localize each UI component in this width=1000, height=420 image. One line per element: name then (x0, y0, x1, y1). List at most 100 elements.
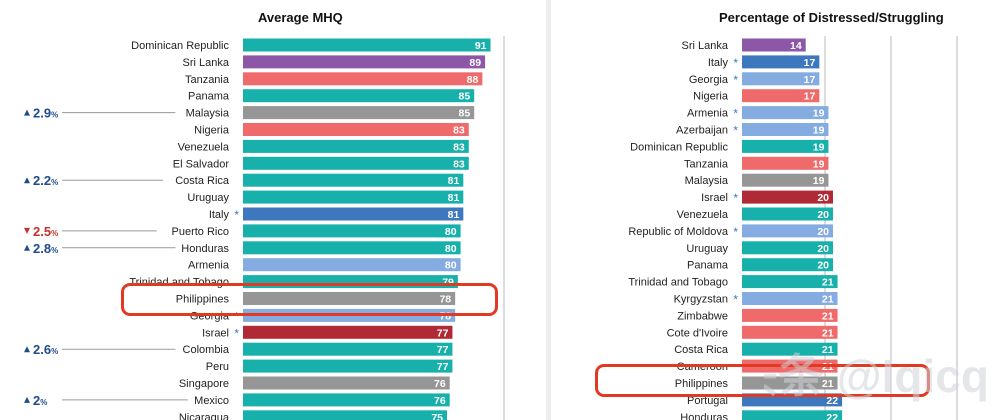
change-arrow-honduras (24, 244, 30, 251)
category-label-peru: Peru (206, 361, 229, 373)
right-chart-title: Percentage of Distressed/Struggling (719, 10, 944, 25)
change-value-colombia: 2.6% (33, 342, 58, 357)
category-label-costa-rica: Costa Rica (674, 344, 729, 356)
panel-divider (546, 0, 551, 420)
bar-nigeria (243, 123, 469, 136)
category-label-nicaragua: Nicaragua (179, 412, 230, 420)
bar-zimbabwe (742, 308, 838, 322)
category-label-sri-lanka: Sri Lanka (183, 57, 230, 69)
category-label-dominican-republic: Dominican Republic (630, 141, 728, 153)
asterisk-israel: * (733, 191, 738, 205)
asterisk-kyrgyzstan: * (733, 293, 738, 307)
bar-venezuela (243, 139, 469, 153)
category-label-costa-rica: Costa Rica (175, 175, 230, 187)
right-chart-panel: Percentage of Distressed/Struggling 14 Sr… (551, 0, 1000, 420)
bar-tanzania (742, 156, 829, 170)
change-value-puerto-rico: 2.5% (33, 224, 58, 239)
value-label-philippines: 21 (822, 378, 834, 390)
change-arrow-puerto-rico (24, 227, 30, 234)
bar-kyrgyzstan (742, 292, 838, 305)
bar-philippines (243, 292, 456, 305)
bar-el-salvador (243, 156, 469, 170)
value-label-tanzania: 19 (813, 158, 825, 170)
value-label-venezuela: 83 (453, 141, 465, 153)
category-label-portugal: Portugal (687, 395, 728, 407)
value-label-nicaragua: 75 (431, 412, 443, 420)
bar-honduras (742, 410, 843, 420)
value-label-cote-d-ivoire: 21 (822, 327, 834, 339)
bar-mexico (243, 393, 450, 407)
value-label-el-salvador: 83 (453, 158, 465, 170)
value-label-georgia: 78 (439, 310, 451, 322)
bar-georgia (742, 72, 820, 86)
bar-uruguay (243, 190, 464, 204)
value-label-honduras: 22 (826, 412, 838, 420)
change-value-malaysia: 2.9% (33, 106, 58, 121)
bar-israel (742, 190, 833, 204)
value-label-nigeria: 17 (804, 91, 816, 103)
watermark-text: 头条 @Iqicq (764, 350, 989, 402)
bar-nigeria (742, 89, 820, 103)
value-label-portugal: 22 (826, 395, 838, 407)
bar-malaysia (243, 106, 475, 120)
category-label-armenia: Armenia (687, 108, 729, 120)
bar-cote-d-ivoire (742, 325, 838, 339)
value-label-costa-rica: 81 (448, 175, 460, 187)
right-chart-svg: 14 Sri Lanka 17 Italy * 17 Georgia * 17 Nigeria 19… (628, 36, 958, 420)
value-label-dominican-republic: 91 (475, 40, 487, 52)
bar-armenia (742, 106, 829, 120)
bar-armenia (243, 258, 461, 272)
category-label-singapore: Singapore (179, 378, 229, 390)
category-label-mexico: Mexico (194, 395, 229, 407)
category-label-el-salvador: El Salvador (173, 158, 230, 170)
change-unit-honduras: % (51, 246, 58, 255)
bar-honduras (243, 241, 461, 255)
value-label-mexico: 76 (434, 395, 446, 407)
change-unit-costa-rica: % (51, 178, 58, 187)
value-label-italy: 17 (804, 57, 816, 69)
bar-sri-lanka (742, 38, 806, 52)
value-label-republic-of-moldova: 20 (817, 226, 829, 238)
value-label-panama: 20 (817, 260, 829, 272)
bar-costa-rica (243, 173, 464, 187)
category-label-puerto-rico: Puerto Rico (172, 226, 229, 238)
asterisk-italy: * (234, 208, 239, 222)
bar-venezuela (742, 207, 833, 221)
bar-singapore (243, 376, 450, 390)
category-label-trinidad-and-tobago: Trinidad and Tobago (628, 277, 728, 289)
asterisk-georgia: * (234, 309, 239, 323)
bar-israel (243, 325, 453, 339)
category-label-malaysia: Malaysia (685, 175, 729, 187)
bar-nicaragua (243, 410, 447, 420)
value-label-peru: 77 (437, 361, 449, 373)
category-label-uruguay: Uruguay (686, 243, 728, 255)
category-label-armenia: Armenia (188, 260, 230, 272)
value-label-sri-lanka: 89 (469, 57, 481, 69)
category-label-republic-of-moldova: Republic of Moldova (628, 226, 729, 238)
category-label-panama: Panama (687, 260, 729, 272)
category-label-honduras: Honduras (680, 412, 728, 420)
category-label-venezuela: Venezuela (178, 141, 230, 153)
bar-italy (742, 55, 820, 69)
change-unit-malaysia: % (51, 111, 58, 120)
left-chart-panel: Average MHQ 91 Dominican Republic 89 Sri La… (24, 10, 505, 420)
value-label-venezuela: 20 (817, 209, 829, 221)
value-label-cameroon: 21 (822, 361, 834, 373)
category-label-colombia: Colombia (183, 344, 230, 356)
category-label-kyrgyzstan: Kyrgyzstan (674, 294, 728, 306)
category-label-philippines: Philippines (675, 378, 729, 390)
category-label-honduras: Honduras (181, 243, 229, 255)
bar-philippines (742, 376, 838, 390)
bar-dominican-republic (742, 139, 829, 153)
asterisk-armenia: * (733, 107, 738, 121)
bar-sri-lanka (243, 55, 486, 69)
bar-tanzania (243, 72, 483, 86)
value-label-armenia: 19 (813, 108, 825, 120)
value-label-puerto-rico: 80 (445, 226, 457, 238)
value-label-singapore: 76 (434, 378, 446, 390)
value-label-panama: 85 (459, 91, 471, 103)
category-label-georgia: Georgia (689, 74, 729, 86)
change-arrow-mexico (24, 396, 30, 403)
bar-colombia (243, 342, 453, 356)
bar-trinidad-and-tobago (742, 275, 838, 289)
